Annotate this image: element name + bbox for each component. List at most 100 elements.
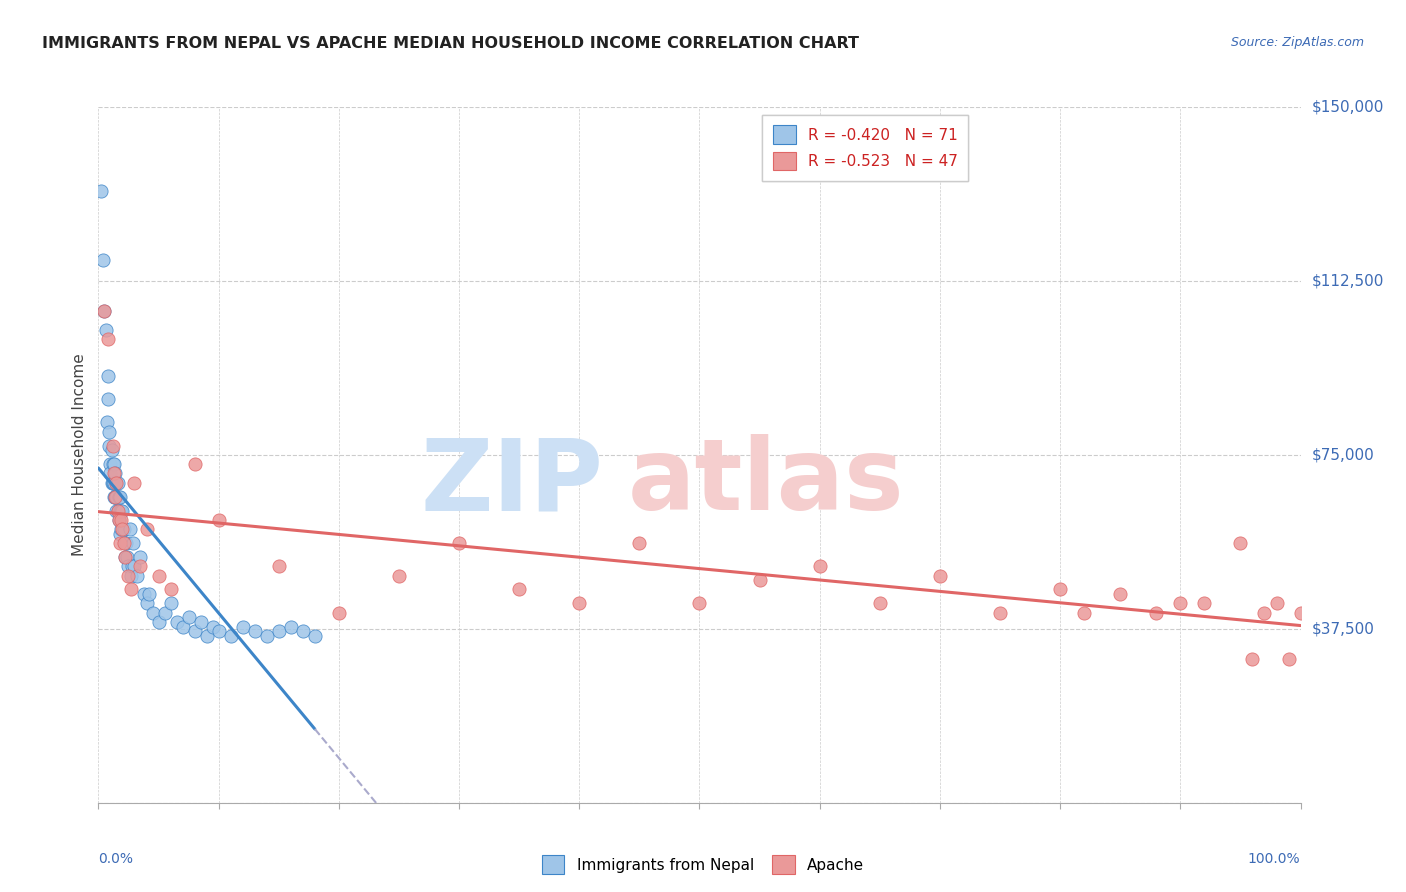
Point bbox=[122, 536, 145, 550]
Point bbox=[135, 522, 157, 536]
Point bbox=[304, 629, 326, 643]
Point bbox=[111, 503, 134, 517]
Point bbox=[183, 624, 205, 639]
Point bbox=[107, 475, 129, 490]
Point bbox=[219, 629, 242, 643]
Point bbox=[808, 559, 831, 574]
Point bbox=[172, 619, 194, 633]
Point bbox=[159, 596, 181, 610]
Point bbox=[208, 513, 231, 527]
Legend: Immigrants from Nepal, Apache: Immigrants from Nepal, Apache bbox=[536, 849, 870, 880]
Point bbox=[108, 513, 131, 527]
Point bbox=[108, 526, 131, 541]
Text: atlas: atlas bbox=[627, 434, 904, 532]
Point bbox=[1073, 606, 1095, 620]
Point bbox=[105, 475, 128, 490]
Point bbox=[96, 416, 118, 430]
Point bbox=[138, 587, 160, 601]
Point bbox=[243, 624, 266, 639]
Point bbox=[105, 490, 128, 504]
Point bbox=[97, 392, 120, 407]
Point bbox=[112, 522, 135, 536]
Point bbox=[141, 606, 163, 620]
Point bbox=[91, 253, 114, 268]
Point bbox=[104, 490, 127, 504]
Point bbox=[208, 624, 231, 639]
Point bbox=[104, 490, 127, 504]
Point bbox=[105, 475, 128, 490]
Point bbox=[103, 475, 125, 490]
Point bbox=[97, 332, 120, 346]
Point bbox=[108, 536, 131, 550]
Point bbox=[108, 490, 131, 504]
Point bbox=[101, 475, 124, 490]
Point bbox=[1229, 536, 1251, 550]
Point bbox=[124, 559, 146, 574]
Point bbox=[129, 549, 152, 564]
Point bbox=[447, 536, 470, 550]
Point bbox=[114, 549, 136, 564]
Point bbox=[93, 304, 115, 318]
Point bbox=[108, 503, 131, 517]
Point bbox=[100, 457, 122, 471]
Point bbox=[153, 606, 176, 620]
Point bbox=[100, 467, 122, 481]
Point bbox=[1241, 652, 1264, 666]
Point bbox=[117, 568, 139, 582]
Point bbox=[105, 503, 128, 517]
Point bbox=[748, 573, 770, 587]
Point bbox=[159, 582, 181, 597]
Point bbox=[103, 467, 125, 481]
Point bbox=[256, 629, 278, 643]
Point bbox=[101, 475, 124, 490]
Point bbox=[101, 457, 124, 471]
Text: 0.0%: 0.0% bbox=[98, 852, 134, 865]
Point bbox=[121, 559, 143, 574]
Point bbox=[135, 596, 157, 610]
Point bbox=[1253, 606, 1275, 620]
Point bbox=[110, 503, 132, 517]
Text: ZIP: ZIP bbox=[420, 434, 603, 532]
Point bbox=[291, 624, 314, 639]
Point bbox=[110, 513, 132, 527]
Point bbox=[568, 596, 591, 610]
Point bbox=[148, 568, 170, 582]
Point bbox=[111, 522, 134, 536]
Point bbox=[115, 536, 138, 550]
Point bbox=[108, 490, 131, 504]
Point bbox=[103, 490, 125, 504]
Point bbox=[93, 304, 115, 318]
Point bbox=[129, 559, 152, 574]
Point bbox=[112, 536, 135, 550]
Point bbox=[1170, 596, 1192, 610]
Point bbox=[1265, 596, 1288, 610]
Point bbox=[267, 624, 290, 639]
Point bbox=[183, 457, 205, 471]
Point bbox=[988, 606, 1011, 620]
Point bbox=[101, 439, 124, 453]
Text: IMMIGRANTS FROM NEPAL VS APACHE MEDIAN HOUSEHOLD INCOME CORRELATION CHART: IMMIGRANTS FROM NEPAL VS APACHE MEDIAN H… bbox=[42, 36, 859, 51]
Point bbox=[166, 615, 188, 629]
Point bbox=[928, 568, 950, 582]
Text: $150,000: $150,000 bbox=[1312, 100, 1384, 114]
Point bbox=[110, 522, 132, 536]
Point bbox=[388, 568, 411, 582]
Text: $37,500: $37,500 bbox=[1312, 622, 1375, 636]
Point bbox=[628, 536, 651, 550]
Point bbox=[1049, 582, 1071, 597]
Point bbox=[190, 615, 212, 629]
Point bbox=[1277, 652, 1299, 666]
Point bbox=[114, 549, 136, 564]
Text: 100.0%: 100.0% bbox=[1249, 852, 1301, 865]
Point bbox=[280, 619, 302, 633]
Y-axis label: Median Household Income: Median Household Income bbox=[72, 353, 87, 557]
Point bbox=[688, 596, 710, 610]
Text: Source: ZipAtlas.com: Source: ZipAtlas.com bbox=[1230, 36, 1364, 49]
Point bbox=[1144, 606, 1167, 620]
Point bbox=[1194, 596, 1216, 610]
Point bbox=[1109, 587, 1132, 601]
Point bbox=[114, 536, 136, 550]
Point bbox=[117, 559, 139, 574]
Point bbox=[120, 568, 142, 582]
Point bbox=[118, 522, 141, 536]
